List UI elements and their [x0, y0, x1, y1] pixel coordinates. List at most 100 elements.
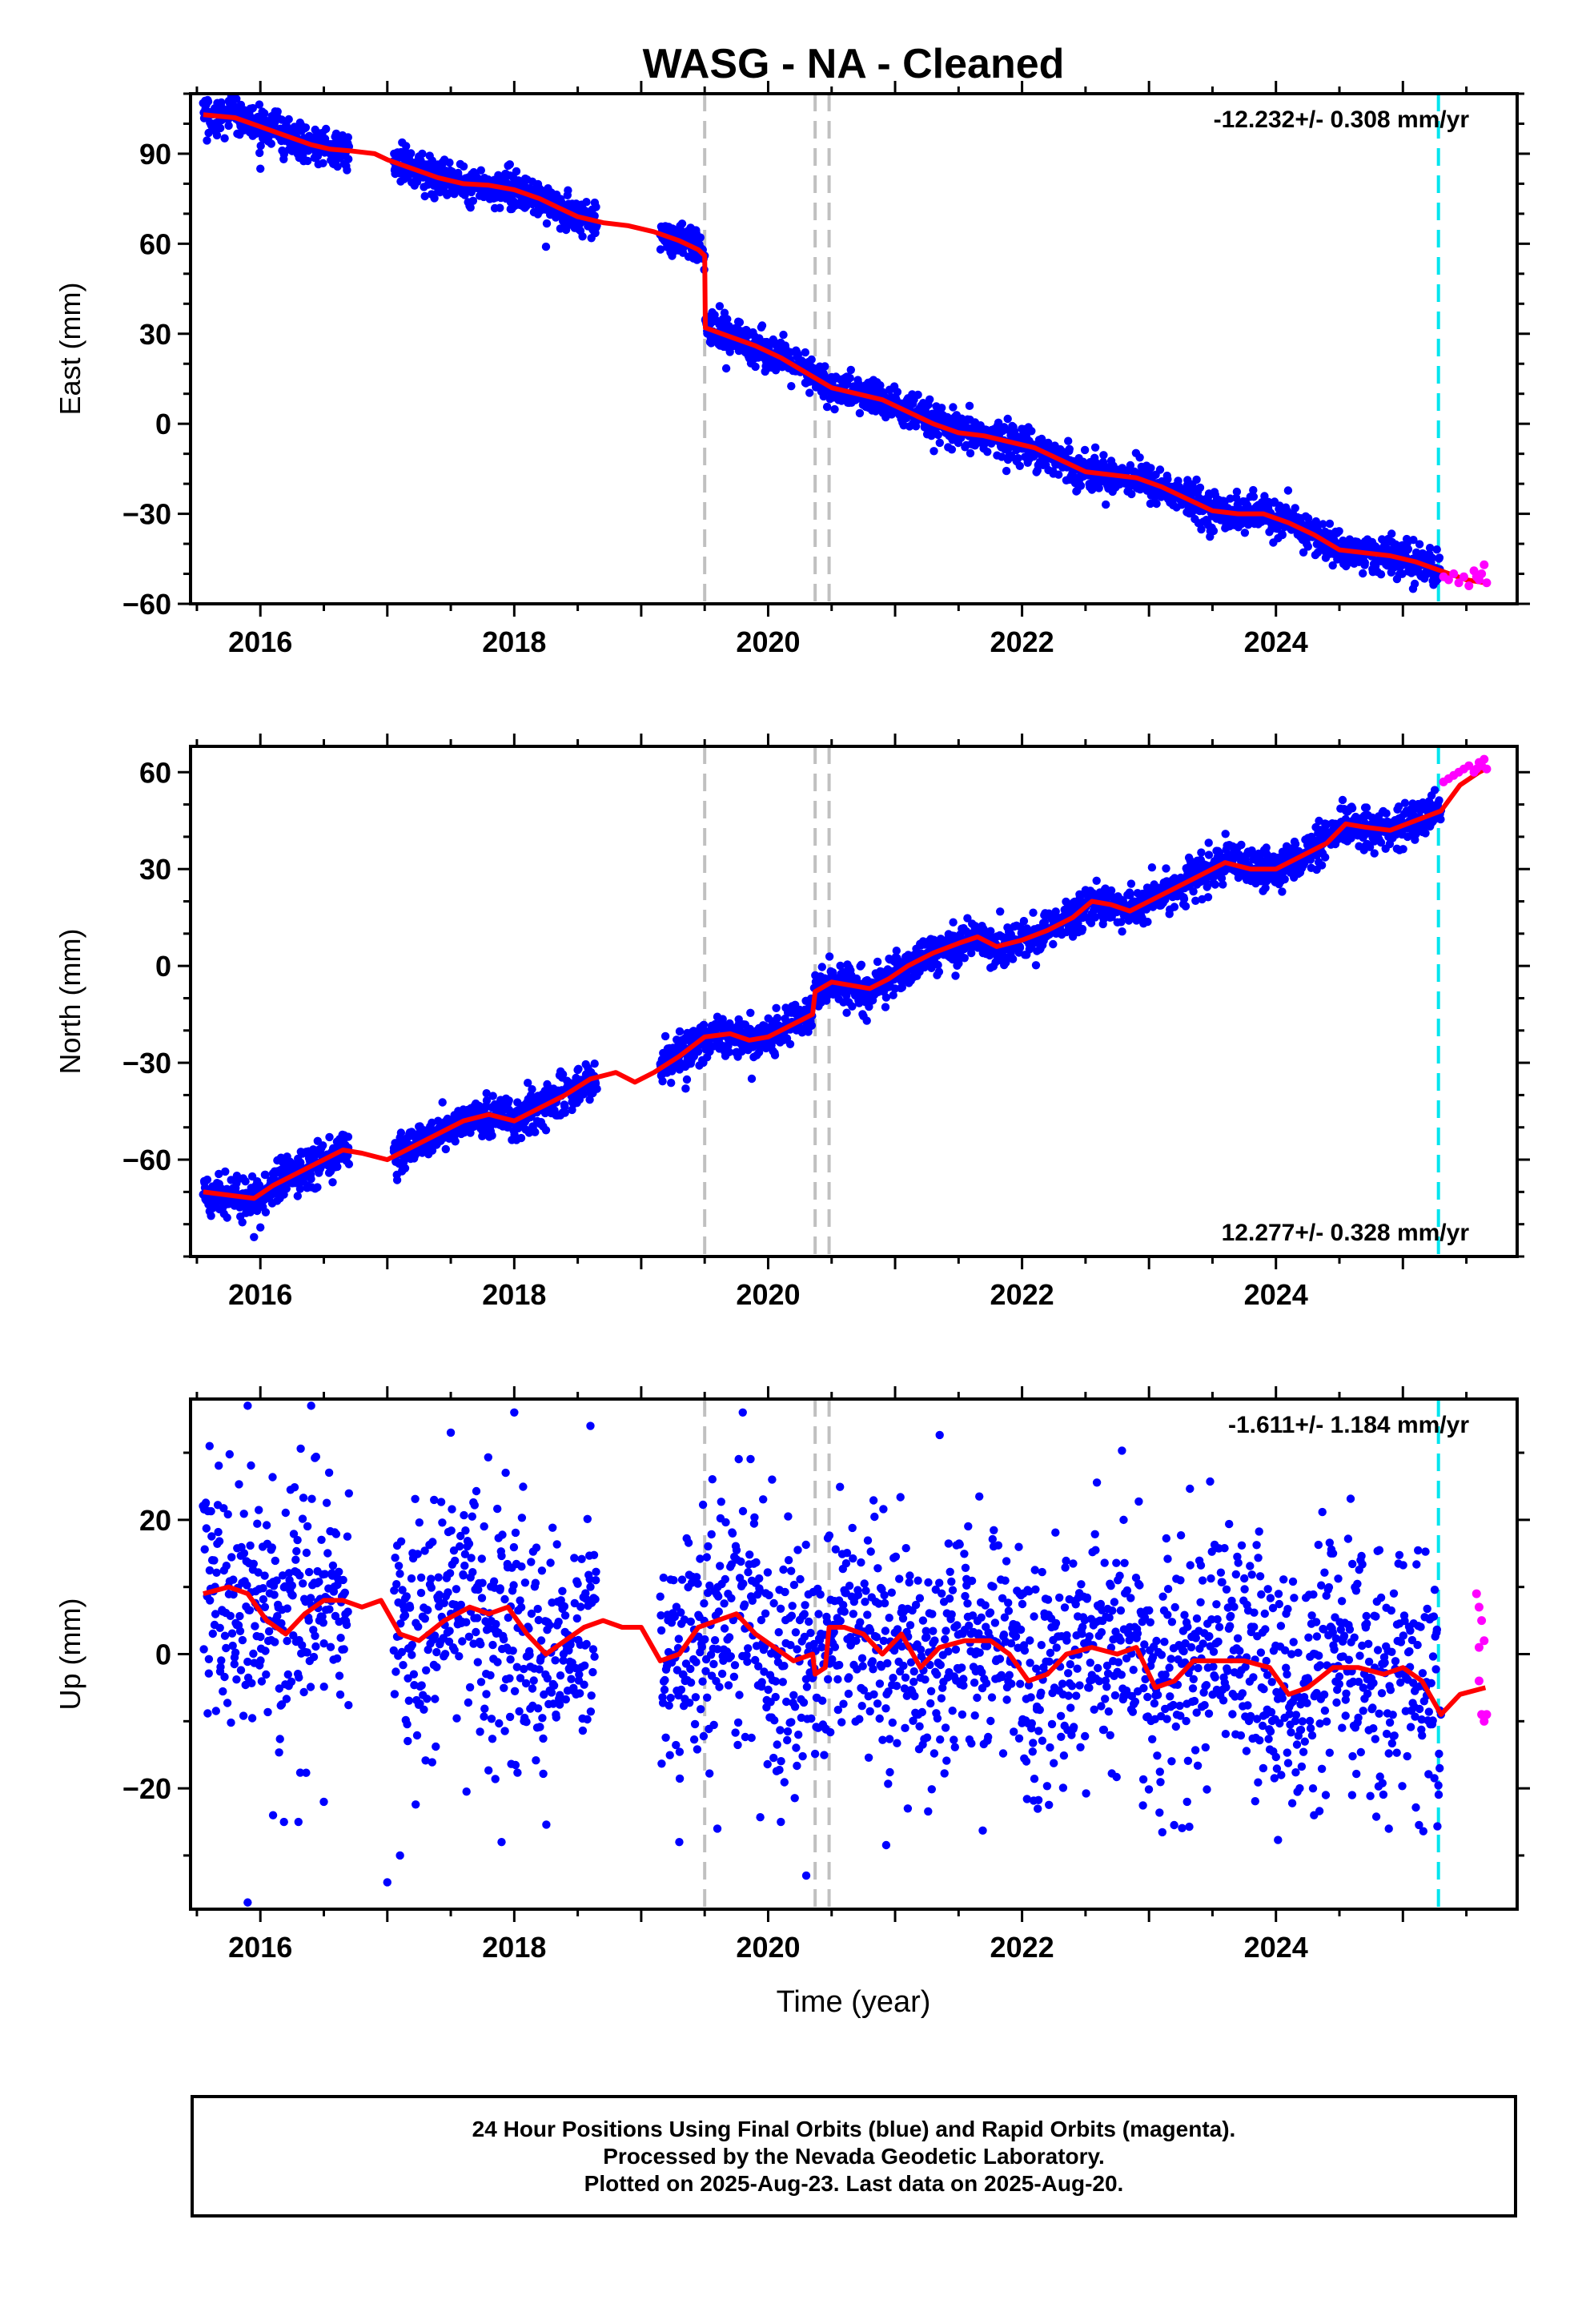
data-point — [1291, 839, 1300, 849]
rapid-orbit-point — [1449, 569, 1459, 579]
data-point — [430, 194, 439, 203]
data-point — [482, 1089, 491, 1098]
data-point — [935, 438, 945, 448]
data-point — [1232, 487, 1242, 497]
data-point — [428, 1118, 436, 1128]
data-point — [1226, 494, 1235, 503]
data-point — [256, 164, 265, 173]
data-point — [255, 100, 264, 109]
data-point — [998, 452, 1006, 461]
data-point — [261, 1208, 271, 1217]
data-point — [1403, 545, 1413, 553]
data-point — [949, 403, 958, 412]
data-point — [842, 1008, 851, 1017]
data-point — [564, 186, 572, 195]
data-point — [301, 123, 311, 132]
data-point — [1127, 489, 1136, 499]
data-point — [807, 355, 816, 364]
data-point — [1408, 585, 1418, 593]
data-point — [996, 907, 1005, 916]
data-point — [558, 1070, 568, 1079]
data-point — [785, 1039, 795, 1049]
data-point — [951, 971, 960, 980]
data-point — [1031, 961, 1041, 970]
data-point — [822, 402, 832, 412]
data-point — [1192, 475, 1201, 485]
data-point — [224, 121, 233, 131]
data-point — [1229, 854, 1238, 864]
data-point — [1029, 908, 1038, 917]
data-point — [582, 198, 591, 207]
data-point — [966, 448, 975, 458]
data-point — [590, 1059, 599, 1068]
data-point — [1376, 570, 1386, 579]
data-point — [267, 139, 275, 148]
data-point — [965, 401, 974, 410]
data-point — [845, 373, 854, 383]
data-point — [459, 162, 468, 171]
data-point — [220, 134, 229, 143]
data-point — [751, 362, 760, 372]
data-point — [772, 1003, 781, 1013]
data-point — [1181, 902, 1191, 911]
data-point — [496, 203, 504, 212]
data-point — [893, 388, 902, 396]
data-point — [284, 115, 293, 124]
data-point — [1204, 850, 1214, 859]
data-point — [1260, 492, 1269, 501]
data-point — [328, 1178, 337, 1187]
data-point — [1002, 958, 1010, 967]
rapid-orbit-point — [1482, 578, 1492, 588]
y-tick-label: −60 — [122, 588, 171, 621]
data-point — [696, 233, 705, 242]
data-point — [1014, 454, 1022, 463]
data-point — [1360, 558, 1370, 567]
data-point — [1189, 887, 1198, 896]
data-point — [232, 94, 241, 103]
data-point — [773, 1014, 782, 1023]
data-point — [420, 191, 429, 201]
data-point — [779, 330, 788, 340]
data-point — [1090, 443, 1100, 452]
data-point — [1432, 545, 1441, 554]
data-point — [934, 960, 942, 970]
data-point — [319, 159, 327, 167]
data-point — [913, 390, 922, 400]
data-point — [592, 203, 600, 211]
data-point — [261, 1170, 270, 1180]
data-point — [735, 318, 745, 327]
plot-frame — [189, 92, 1519, 605]
data-point — [1102, 500, 1110, 509]
data-point — [1221, 830, 1230, 838]
figure-title: WASG - NA - Cleaned — [643, 41, 1065, 87]
data-point — [947, 445, 957, 454]
data-point — [441, 1144, 450, 1154]
data-point — [1179, 895, 1189, 903]
data-point — [216, 123, 225, 133]
data-point — [1002, 466, 1011, 476]
data-point — [1209, 526, 1219, 536]
data-point — [1078, 924, 1087, 934]
data-point — [273, 107, 282, 116]
final-orbit-points — [199, 94, 1446, 593]
data-point — [277, 115, 287, 124]
data-point — [855, 408, 865, 418]
data-point — [1376, 838, 1386, 847]
data-point — [1068, 932, 1078, 941]
data-point — [531, 1128, 540, 1136]
data-point — [418, 149, 427, 159]
y-axis-label: East (mm) — [54, 283, 86, 416]
y-tick-label: −30 — [122, 498, 171, 531]
data-point — [1008, 955, 1018, 963]
data-point — [541, 1126, 551, 1135]
data-point — [1317, 861, 1327, 870]
data-point — [1231, 493, 1241, 502]
data-point — [1303, 542, 1313, 551]
rapid-orbit-point — [1443, 575, 1453, 585]
data-point — [954, 959, 963, 968]
data-point — [560, 1108, 569, 1117]
data-point — [667, 1079, 676, 1088]
rapid-orbit-point — [1459, 572, 1468, 581]
